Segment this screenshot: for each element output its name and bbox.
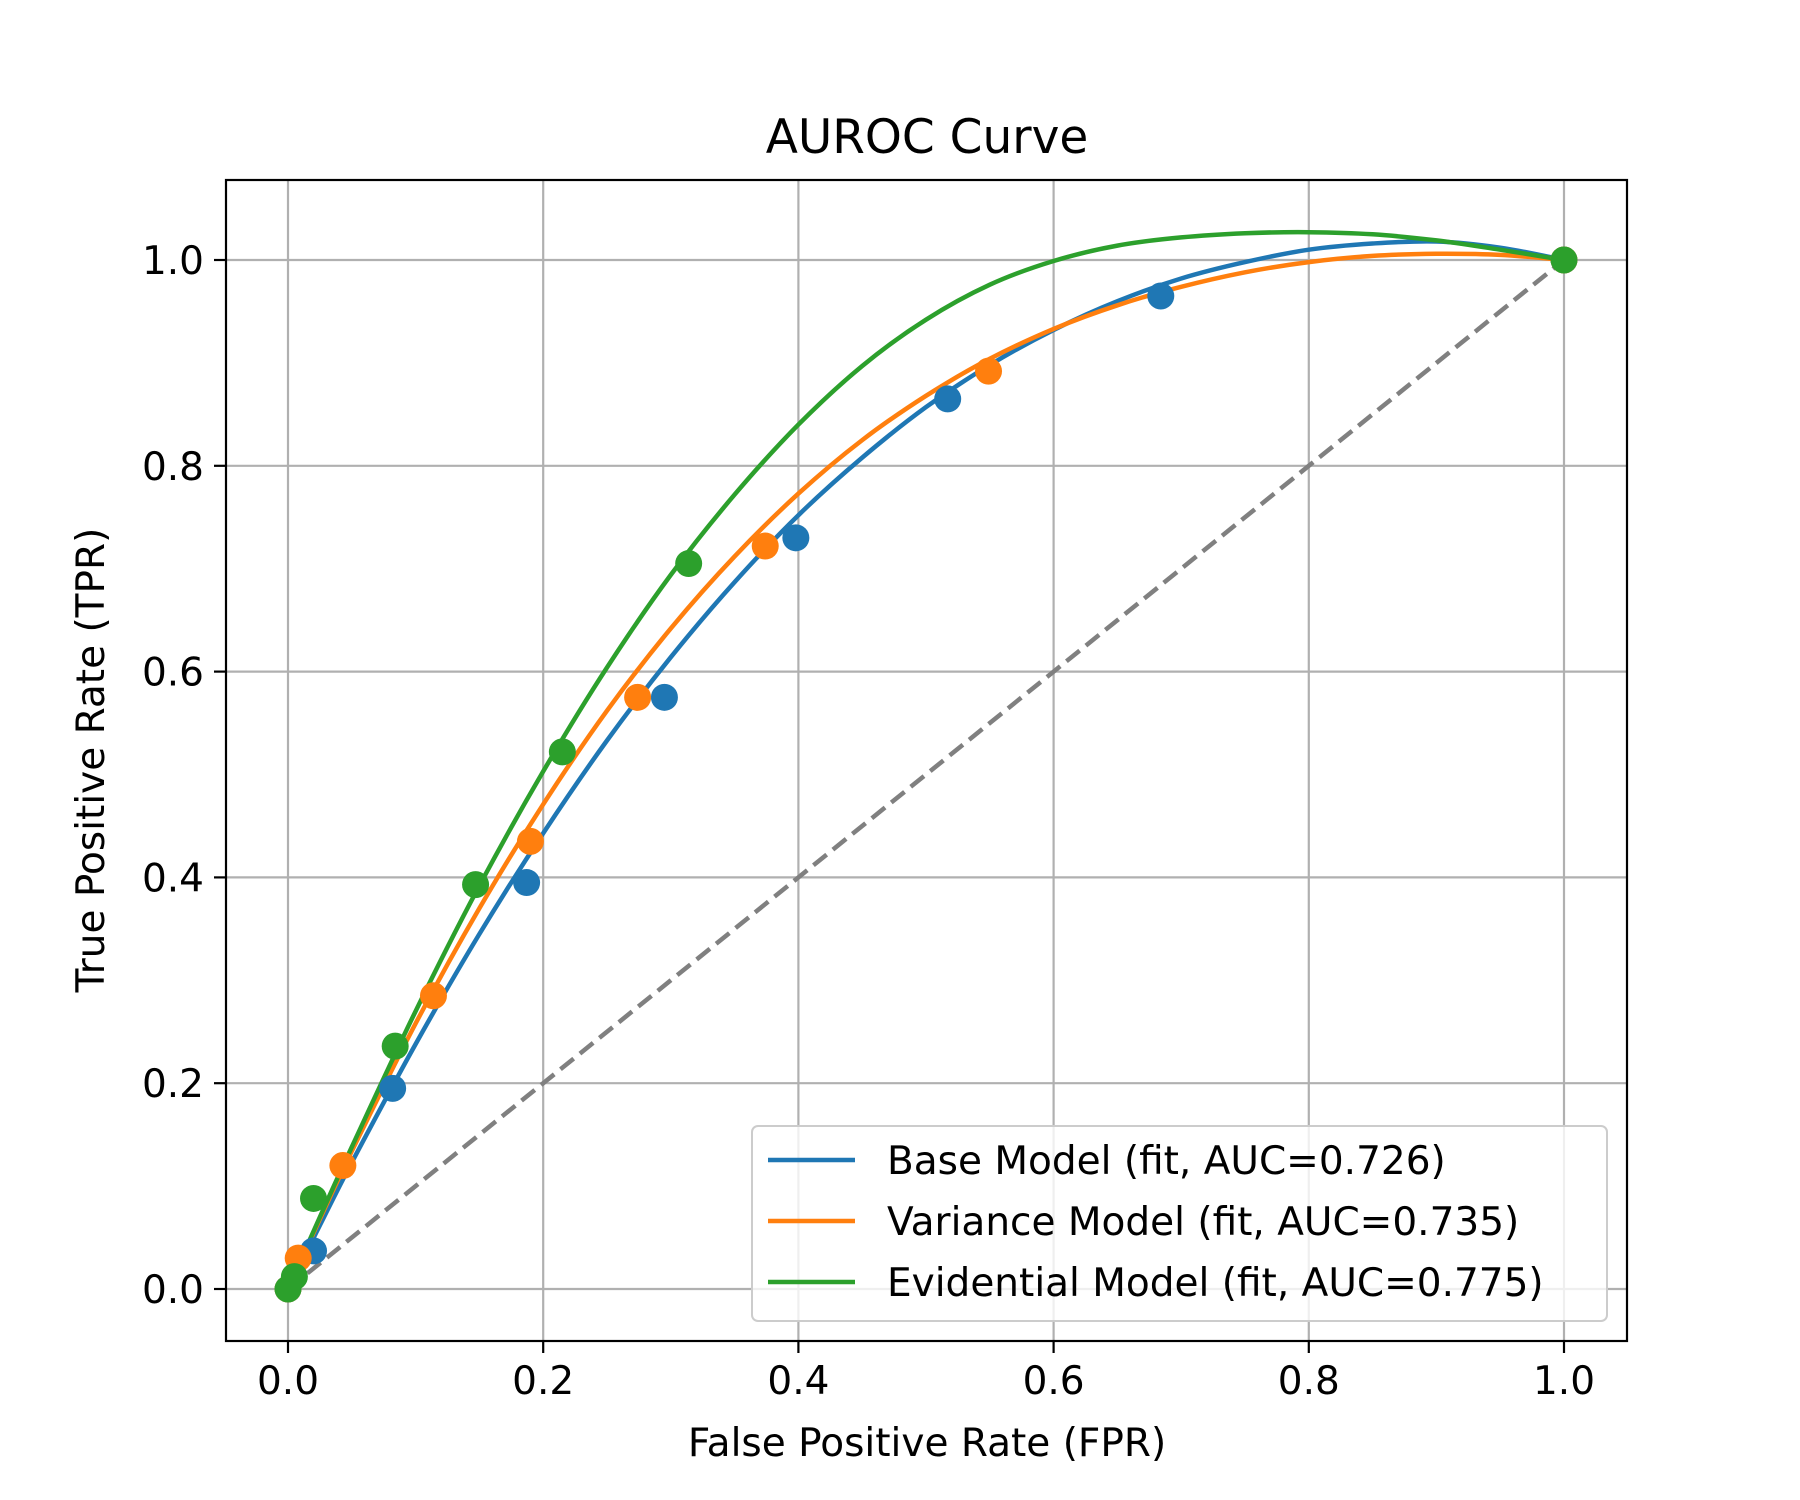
- y-tick-label: 0.2: [142, 1062, 204, 1107]
- evidential-model-data-point: [462, 871, 490, 899]
- legend-box: [751, 1125, 1608, 1322]
- y-tick-label: 1.0: [142, 239, 204, 284]
- x-axis-label: False Positive Rate (FPR): [688, 1421, 1166, 1466]
- chart-title: AUROC Curve: [766, 110, 1089, 165]
- chance-line-layer: [286, 258, 1566, 1291]
- plot-frame: [224, 178, 1629, 1343]
- x-tick-label: 0.4: [767, 1359, 829, 1404]
- y-axis-label: True Positive Rate (TPR): [69, 528, 114, 994]
- x-tick-label: 0.0: [257, 1359, 319, 1404]
- axis-ticks: 0.0 0.2 0.4 0.6 0.8 1.0 0.0 0.2 0.4 0.6 0.8 1.0: [142, 239, 1595, 1404]
- x-tick-label: 0.8: [1278, 1359, 1340, 1404]
- base-model-data-point: [513, 869, 541, 897]
- evidential-model-data-point: [675, 550, 703, 578]
- y-tick-label: 0.6: [142, 651, 204, 696]
- variance-model-data-point: [419, 982, 447, 1010]
- evidential-model-data-point: [1550, 246, 1578, 274]
- y-tick-label: 0.8: [142, 445, 204, 490]
- variance-model-data-point: [624, 683, 652, 711]
- base-model-data-point: [1147, 282, 1175, 310]
- evidential-model-data-point: [280, 1263, 308, 1291]
- data-points: [274, 246, 1578, 1303]
- x-tick-label: 1.0: [1533, 1359, 1595, 1404]
- base-model-data-point: [782, 524, 810, 552]
- base-model-legend-label: Base Model (fit, AUC=0.726): [887, 1139, 1446, 1184]
- evidential-model-data-point: [300, 1184, 328, 1212]
- evidential-model-data-point: [381, 1032, 409, 1060]
- y-tick-label: 0.0: [142, 1268, 204, 1313]
- variance-model-data-point: [751, 532, 779, 560]
- evidential-model-legend-label: Evidential Model (fit, AUC=0.775): [887, 1261, 1544, 1306]
- x-tick-label: 0.2: [512, 1359, 574, 1404]
- base-model-data-point: [650, 683, 678, 711]
- variance-model-legend-label: Variance Model (fit, AUC=0.735): [887, 1200, 1519, 1245]
- legend: Base Model (fit, AUC=0.726) Variance Mode…: [751, 1125, 1608, 1322]
- variance-model-data-point: [329, 1152, 357, 1180]
- base-model-data-point: [934, 385, 962, 413]
- variance-model-data-point: [975, 357, 1003, 385]
- grid: [226, 180, 1627, 1341]
- evidential-model-fit-curve: [285, 229, 1565, 1290]
- chance-diagonal-line: [286, 258, 1566, 1291]
- x-tick-label: 0.6: [1023, 1359, 1085, 1404]
- base-model-data-point: [379, 1074, 407, 1102]
- y-tick-label: 0.4: [142, 856, 204, 901]
- evidential-model-data-point: [548, 738, 576, 766]
- variance-model-data-point: [516, 827, 544, 855]
